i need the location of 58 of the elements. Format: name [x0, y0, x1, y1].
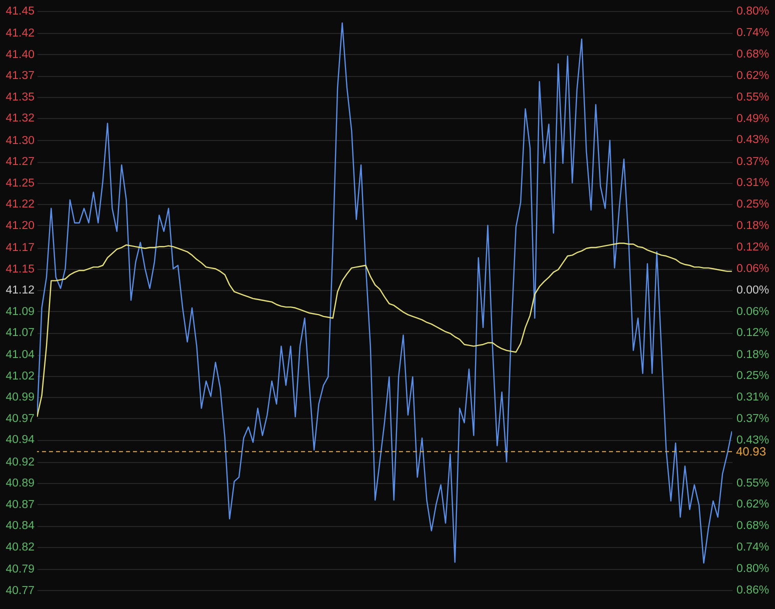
y-tick-label: 41.04	[6, 349, 36, 362]
y2-tick-label: 0.43%	[736, 434, 770, 447]
y-tick-label: 41.42	[6, 28, 34, 40]
y-tick-label: 41.25	[6, 177, 34, 190]
y-tick-label: 41.22	[6, 198, 34, 211]
y2-tick-label: 0.74%	[736, 541, 770, 554]
y2-tick-label: 0.86%	[736, 584, 770, 596]
y-tick-label: 40.82	[6, 541, 34, 554]
y2-tick-label: 0.00%	[736, 284, 770, 296]
y2-tick-label: 0.18%	[736, 348, 770, 361]
y-tick-label: 41.35	[6, 91, 34, 104]
y2-tick-label: 0.55%	[736, 477, 770, 490]
y-tick-label: 41.12	[6, 284, 34, 297]
y-tick-label: 40.99	[6, 392, 34, 404]
y-tick-label: 40.77	[6, 584, 34, 597]
y-tick-label: 41.37	[6, 70, 34, 82]
y2-tick-label: 0.25%	[736, 370, 770, 382]
y2-tick-label: 0.68%	[736, 48, 770, 60]
y2-tick-label: 0.68%	[736, 520, 770, 532]
y2-tick-label: 0.80%	[736, 563, 770, 576]
y2-tick-label: 0.18%	[736, 220, 770, 232]
y2-tick-label: 0.37%	[736, 412, 770, 425]
y2-tick-label: 0.37%	[736, 156, 770, 168]
y-tick-label: 41.32	[6, 112, 34, 125]
y2-tick-label: 0.06%	[736, 306, 770, 318]
y2-tick-label: 0.74%	[736, 27, 770, 40]
y-tick-label: 41.45	[6, 6, 34, 18]
y-tick-label: 41.20	[6, 220, 34, 232]
y2-tick-label: 0.80%	[736, 6, 770, 18]
y2-tick-label: 0.55%	[736, 91, 770, 104]
y-tick-label: 40.87	[6, 498, 34, 511]
y2-tick-label: 0.06%	[736, 262, 770, 275]
y-tick-label: 41.15	[6, 263, 34, 276]
ref-line-label: 40.93	[736, 444, 766, 459]
y2-tick-label: 0.12%	[736, 327, 770, 340]
y-tick-label: 41.17	[6, 242, 34, 254]
y2-tick-label: 0.12%	[736, 242, 770, 254]
y-tick-label: 40.92	[6, 456, 34, 468]
y-tick-label: 40.84	[6, 520, 36, 532]
y2-tick-label: 0.31%	[736, 392, 770, 404]
line-series	[37, 22, 732, 564]
y-tick-label: 41.02	[6, 370, 34, 382]
y-tick-label: 40.79	[6, 564, 34, 576]
y2-tick-label: 0.25%	[736, 198, 770, 211]
y-tick-label: 40.89	[6, 478, 34, 490]
y2-tick-label: 0.62%	[736, 70, 770, 82]
y2-tick-label: 0.31%	[736, 177, 770, 190]
y-tick-label: 40.97	[6, 412, 34, 425]
y-tick-label: 40.94	[6, 434, 36, 446]
y2-tick-label: 0.49%	[736, 112, 770, 125]
y-tick-label: 41.07	[6, 327, 34, 340]
y-tick-label: 41.27	[6, 156, 34, 168]
y2-tick-label: 0.62%	[736, 498, 770, 511]
y2-tick-label: 0.43%	[736, 134, 770, 146]
y-tick-label: 41.30	[6, 134, 34, 147]
y-tick-label: 41.40	[6, 48, 34, 61]
y-tick-label: 41.09	[6, 306, 34, 318]
line-series	[37, 242, 732, 418]
